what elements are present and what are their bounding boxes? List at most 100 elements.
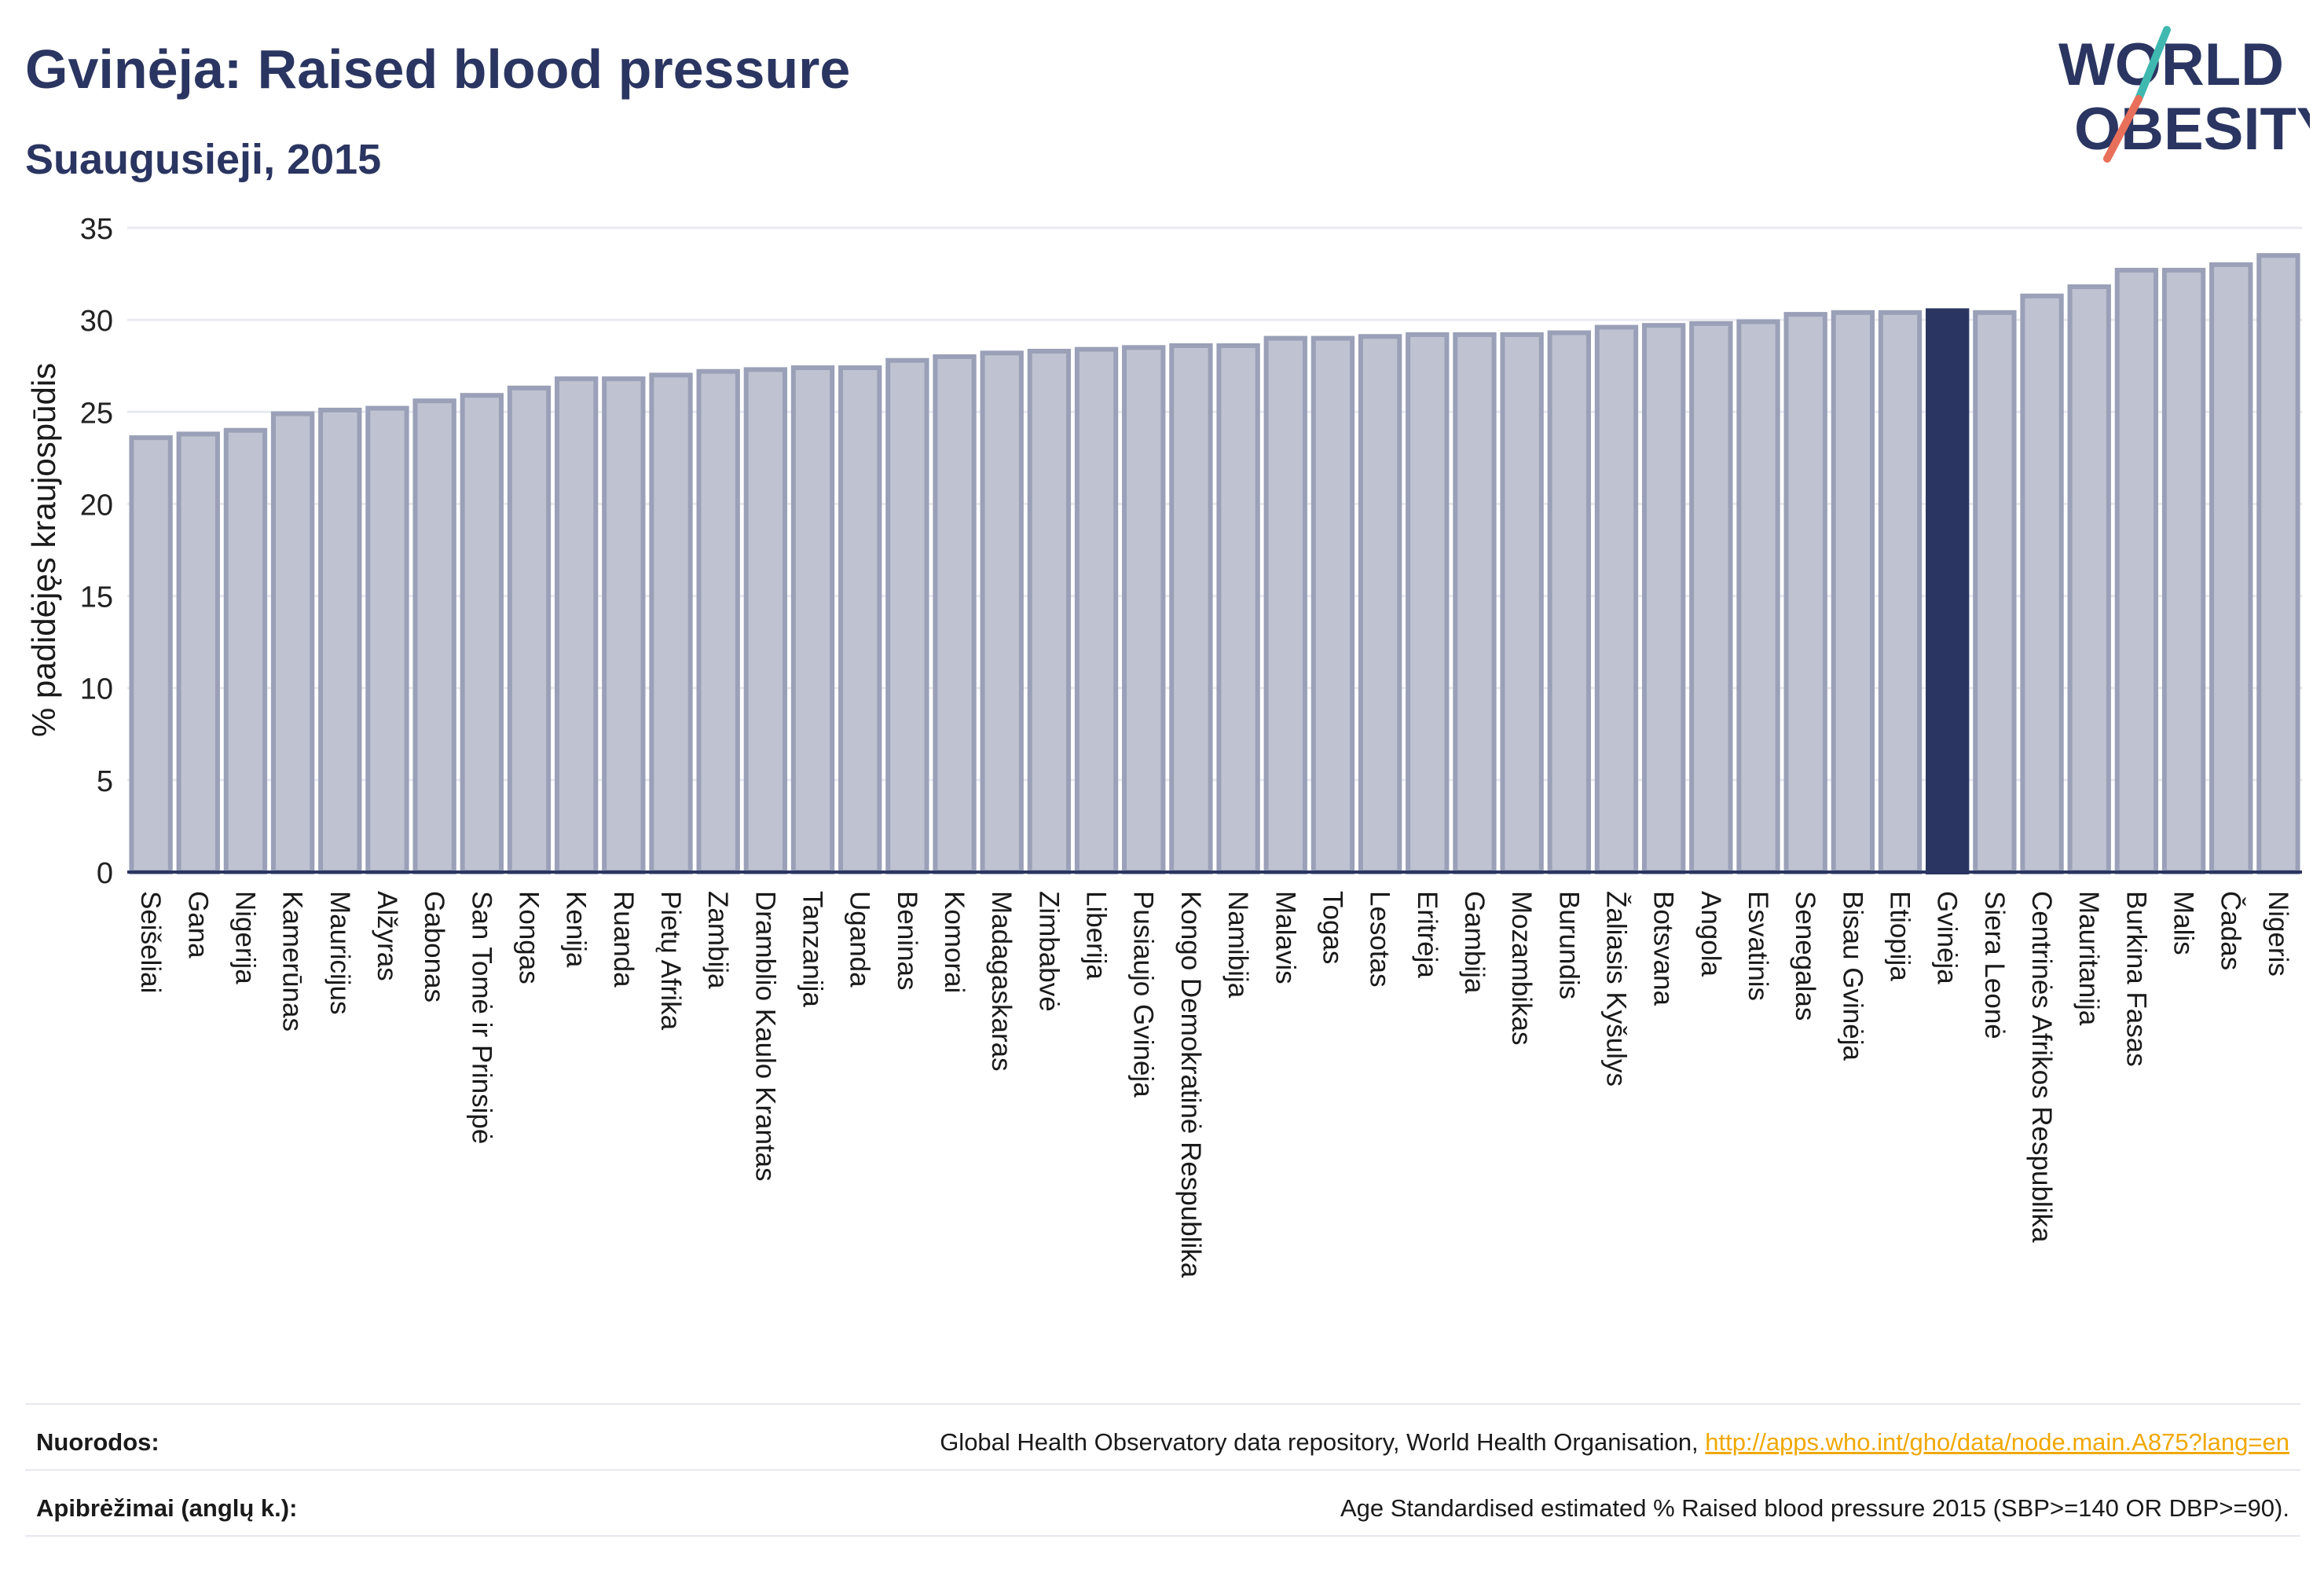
bar xyxy=(838,365,882,874)
bar xyxy=(602,376,646,875)
bar xyxy=(1878,310,1923,874)
x-tick-label: Siera Leonė xyxy=(1979,891,2010,1039)
bar xyxy=(365,405,409,874)
bar xyxy=(223,427,268,874)
bar xyxy=(885,357,929,874)
x-tick-label: Pietų Afrika xyxy=(655,891,686,1031)
y-axis-label: % padidėjęs kraujospūdis xyxy=(25,363,62,737)
y-tick-label: 5 xyxy=(97,765,113,798)
x-tick-label: Kongas xyxy=(513,891,544,984)
bar xyxy=(1169,343,1213,874)
sources-link[interactable]: http://apps.who.int/gho/data/node.main.A… xyxy=(1705,1428,2289,1456)
bar xyxy=(2020,293,2064,874)
bar xyxy=(1831,310,1875,874)
x-tick-label: Senegalas xyxy=(1790,891,1820,1021)
x-tick-label: Kamerūnas xyxy=(277,891,308,1032)
y-tick-label: 15 xyxy=(80,581,113,614)
x-tick-label: Seišeliai xyxy=(135,891,166,993)
sources-value: Global Health Observatory data repositor… xyxy=(940,1411,2289,1474)
x-tick-label: Beninas xyxy=(892,891,922,990)
x-tick-label: Kongo Demokratinė Respublika xyxy=(1175,891,1206,1278)
bar xyxy=(270,411,315,874)
bar xyxy=(1074,346,1119,874)
footer-divider-top xyxy=(25,1403,2300,1405)
x-tick-label: Namibija xyxy=(1222,891,1253,999)
x-tick-label: Angola xyxy=(1695,891,1726,977)
x-tick-label: Gana xyxy=(182,891,213,958)
bar xyxy=(743,367,788,874)
bar xyxy=(1736,319,1780,874)
x-tick-label: Mozambikas xyxy=(1506,891,1537,1045)
bar xyxy=(980,350,1024,875)
bar xyxy=(554,376,599,875)
x-tick-label: Alžyras xyxy=(372,891,402,981)
bar xyxy=(696,368,740,874)
footer-divider-bottom xyxy=(25,1535,2300,1537)
bar xyxy=(1263,335,1307,875)
x-tick-label: Malavis xyxy=(1270,891,1300,984)
x-tick-label: Tanzanija xyxy=(797,891,828,1007)
bar xyxy=(412,398,456,874)
x-tick-label: Komorai xyxy=(939,891,970,993)
x-tick-label: Esvatinis xyxy=(1743,891,1773,1001)
bar xyxy=(1027,348,1072,874)
x-tick-label: Etiopija xyxy=(1885,891,1915,981)
x-tick-label: Pusiaujo Gvinėja xyxy=(1128,891,1159,1098)
bar xyxy=(1973,310,2017,874)
bar xyxy=(1783,312,1827,875)
bar xyxy=(2114,267,2159,874)
x-tick-label: Čadas xyxy=(2216,891,2246,970)
y-tick-label: 25 xyxy=(80,397,113,430)
bar xyxy=(1453,332,1497,874)
x-tick-label: Liberija xyxy=(1081,891,1112,980)
x-tick-label: Centrinės Afrikos Respublika xyxy=(2026,891,2057,1243)
x-tick-label: Zimbabvė xyxy=(1033,891,1064,1012)
bar xyxy=(2161,267,2206,874)
bar xyxy=(1641,323,1686,874)
bar xyxy=(318,407,362,874)
bar xyxy=(2067,284,2111,874)
x-tick-label: Botsvana xyxy=(1648,891,1679,1006)
y-tick-label: 20 xyxy=(80,489,113,522)
x-tick-label: Nigerija xyxy=(229,891,260,984)
bar xyxy=(1122,345,1166,874)
x-tick-label: San Tomė ir Prinsipė xyxy=(466,891,497,1144)
bar xyxy=(2256,253,2300,874)
bar xyxy=(1926,308,1970,874)
bar xyxy=(649,372,693,874)
x-tick-label: Lesotas xyxy=(1365,891,1395,988)
x-tick-label: Uganda xyxy=(845,891,875,988)
chart-title: Gvinėja: Raised blood pressure xyxy=(25,38,851,100)
bar xyxy=(2209,262,2253,875)
bar-chart: 0 5 10 15 20 25 30 35 Seišeliai Gana Nigerija Kamer… xyxy=(25,213,2302,1278)
sources-label: Nuorodos: xyxy=(36,1428,159,1456)
definitions-label: Apibrėžimai (anglų k.): xyxy=(36,1494,298,1522)
bar xyxy=(1310,335,1355,875)
x-tick-label: Eritrėja xyxy=(1412,891,1442,978)
x-tick-label: Malis xyxy=(2168,891,2199,955)
bar xyxy=(1358,334,1402,874)
x-tick-label: Gabonas xyxy=(419,891,449,1002)
chart-subtitle: Suaugusieji, 2015 xyxy=(25,136,382,183)
y-tick-label: 35 xyxy=(80,213,113,246)
x-tick-label: Mauricijus xyxy=(324,891,355,1015)
x-tick-label: Burundis xyxy=(1553,891,1584,999)
y-tick-label: 30 xyxy=(80,305,113,338)
bar xyxy=(1216,343,1260,874)
y-tick-label: 10 xyxy=(80,673,113,706)
x-tick-label: Mauritanija xyxy=(2073,891,2104,1026)
logo-slash-top xyxy=(2135,26,2171,103)
y-tick-label: 0 xyxy=(97,857,113,890)
x-tick-label: Žaliasis Kyšulys xyxy=(1600,891,1631,1087)
definitions-value: Age Standardised estimated % Raised bloo… xyxy=(1340,1494,2289,1522)
bar xyxy=(1406,332,1450,874)
x-tick-label: Burkina Fasas xyxy=(2121,891,2151,1067)
world-obesity-logo: WORLD OBESITY xyxy=(2058,26,2310,163)
logo-slash-bottom xyxy=(2103,95,2143,163)
bar xyxy=(460,393,504,874)
bar xyxy=(1689,321,1733,875)
bar xyxy=(933,354,977,874)
x-tick-label: Bisau Gvinėja xyxy=(1837,891,1868,1061)
bar xyxy=(507,385,552,875)
x-tick-label: Madagaskaras xyxy=(986,891,1017,1072)
